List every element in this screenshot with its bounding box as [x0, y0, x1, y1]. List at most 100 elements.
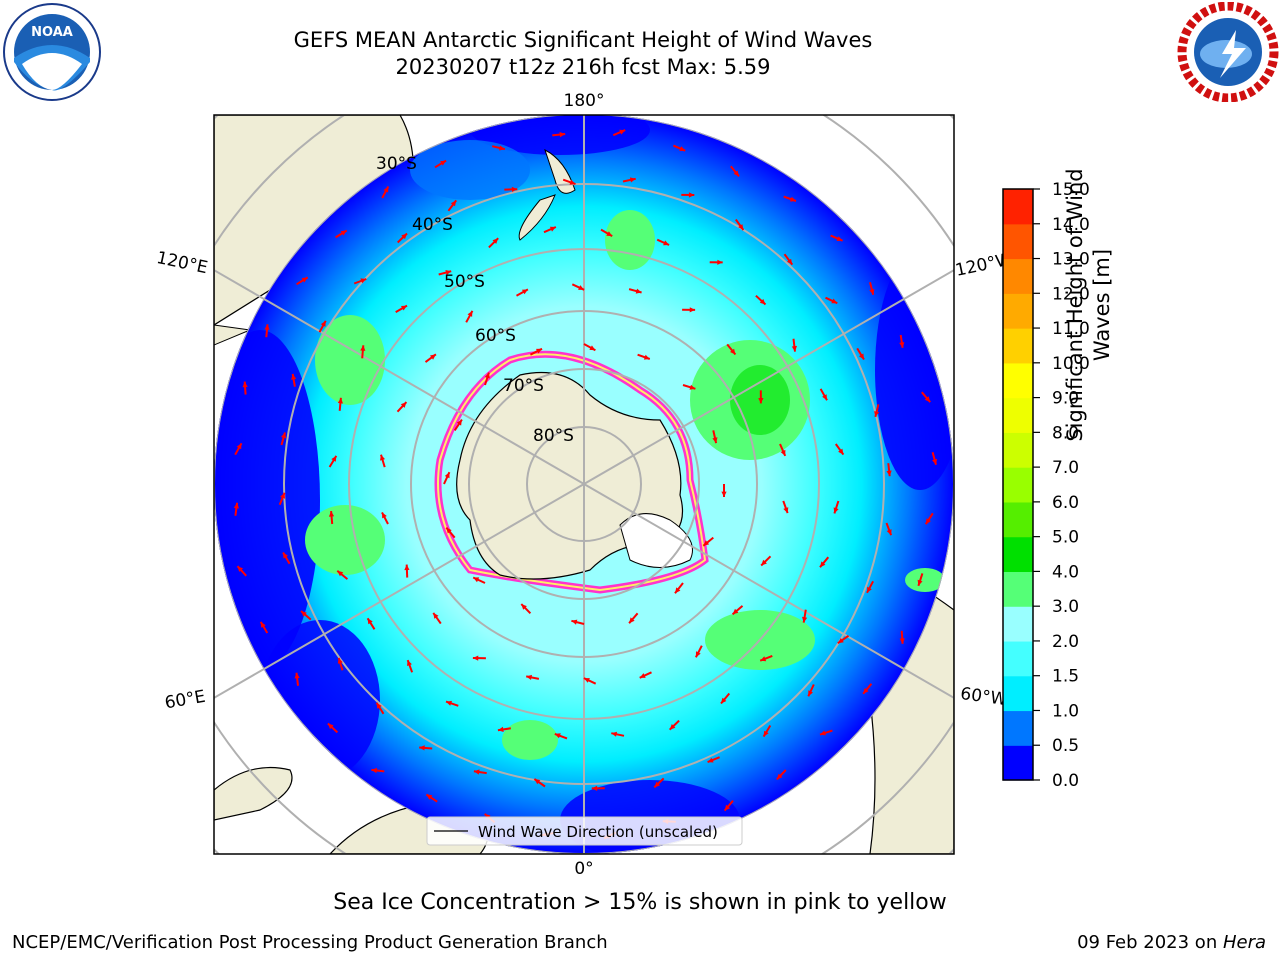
- wave-arrow-head: [917, 579, 923, 586]
- new-zealand: [518, 149, 576, 241]
- wave-arrow-head: [492, 238, 499, 244]
- wave-arrow-head: [521, 289, 528, 295]
- colorbar-band: [1003, 710, 1033, 746]
- wave-arrow-head: [932, 458, 938, 465]
- colorbar-band: [1003, 675, 1033, 712]
- colorbar-tick-label: 12.0: [1052, 284, 1090, 304]
- wave-arrow-head: [886, 529, 892, 536]
- wave-arrow-head: [831, 298, 838, 304]
- wave-arrow-head: [786, 258, 793, 265]
- lat-label-80s: 80°S: [533, 426, 574, 446]
- wave-arrow-head: [521, 604, 527, 610]
- wave-arrow-head: [446, 527, 452, 534]
- wave-arrow-head: [611, 731, 618, 737]
- wave-arrow-head: [925, 518, 931, 525]
- wave-arrow-head: [663, 240, 670, 246]
- lat-label-40s: 40°S: [412, 215, 453, 235]
- wave-arrow-head: [867, 586, 872, 593]
- wave-arrow-head: [761, 559, 767, 566]
- colorbar-tick-label: 7.0: [1052, 458, 1079, 478]
- colorbar-band: [1003, 189, 1033, 225]
- wave-arrow-head: [669, 724, 676, 730]
- wave-arrow-head: [738, 224, 744, 230]
- wave-arrow-head: [559, 132, 566, 138]
- wave-arrow-head: [337, 657, 343, 664]
- wave-arrow-head: [571, 619, 578, 625]
- wave-arrow-head: [858, 353, 864, 360]
- wave-arrow-head: [606, 231, 613, 237]
- wave-arrow-head: [331, 455, 337, 462]
- wave-arrow-head: [450, 200, 457, 207]
- wave-arrow-head: [236, 443, 242, 450]
- run-stamp: 09 Feb 2023 on Hera: [1077, 932, 1266, 953]
- colorbar-band: [1003, 362, 1033, 399]
- wave-arrow-head: [554, 733, 561, 739]
- wave-arrow-head: [467, 310, 473, 317]
- wave-arrow-head: [526, 674, 532, 680]
- wave-arrow-head: [472, 655, 479, 661]
- nws-logo: [1177, 2, 1279, 102]
- wave-arrow-head: [233, 502, 239, 509]
- wave-arrow-head: [629, 177, 636, 183]
- wave-arrow-head: [924, 396, 931, 403]
- wave-arrow-head: [802, 616, 808, 623]
- wave-arrow-head: [445, 270, 452, 276]
- colorbar-band: [1003, 745, 1033, 781]
- wave-arrow-head: [371, 767, 377, 774]
- wave-arrow-head: [688, 192, 695, 198]
- wave-arrow-head: [444, 472, 450, 479]
- wave-arrow-head: [776, 773, 783, 780]
- wave-arrow-head: [820, 561, 826, 568]
- colorbar-tick-label: 11.0: [1052, 319, 1090, 339]
- wave-arrow-head: [679, 146, 686, 151]
- colorbar-tick-label: 0.5: [1052, 736, 1079, 756]
- wave-arrow-head: [264, 324, 270, 330]
- colorbar-tick-label: 2.0: [1052, 632, 1079, 652]
- wave-arrow-head: [433, 612, 439, 619]
- wave-arrow-head: [280, 492, 285, 499]
- wave-arrow-head: [763, 730, 769, 737]
- wave-arrow-head: [301, 277, 308, 283]
- wave-arrow-head: [619, 129, 626, 135]
- wave-arrow-head: [281, 432, 287, 439]
- wave-arrow-head: [721, 491, 727, 497]
- chart-subtitle: 20230207 t12z 216h fcst Max: 5.59: [395, 55, 771, 79]
- wave-arrow-head: [760, 656, 767, 662]
- wind-wave-arrows: [233, 129, 938, 840]
- legend-label: Wind Wave Direction (unscaled): [478, 823, 718, 841]
- colorbar-band: [1003, 501, 1033, 538]
- wave-arrow-head: [730, 348, 736, 355]
- colorbar-tick-label: 0.0: [1052, 771, 1079, 790]
- wave-arrow-head: [337, 570, 344, 577]
- svg-text:NOAA: NOAA: [31, 25, 73, 40]
- wave-arrow-head: [301, 611, 307, 617]
- wave-arrow-head: [484, 372, 490, 379]
- colorbar-tick-label: 3.0: [1052, 597, 1079, 617]
- wave-arrow-head: [695, 651, 701, 658]
- wave-arrow-head: [242, 381, 248, 388]
- wave-arrow-head: [404, 564, 410, 571]
- colorbar-tick-label: 5.0: [1052, 528, 1079, 548]
- wave-arrow-head: [629, 617, 635, 624]
- wave-arrow-head: [360, 278, 367, 284]
- wave-arrow-head: [721, 697, 727, 704]
- wave-arrow-head: [327, 723, 334, 730]
- wave-arrow-head: [446, 700, 452, 706]
- wave-arrow-head: [837, 638, 844, 644]
- colorbar-band: [1003, 467, 1033, 503]
- sea-ice-note: Sea Ice Concentration > 15% is shown in …: [333, 890, 947, 915]
- lon-label-0: 0°: [574, 859, 593, 879]
- wave-arrow-head: [733, 170, 739, 177]
- colorbar-label: Significant Height of Wind Waves [m]: [1063, 168, 1114, 442]
- wave-arrow-head: [836, 236, 843, 241]
- colorbar-band: [1003, 397, 1033, 433]
- colorbar-tick-label: 1.5: [1052, 667, 1079, 687]
- wave-arrow-head: [328, 511, 335, 517]
- colorbar-tick-label: 8.0: [1052, 423, 1079, 443]
- colorbar: 15.0 14.0 13.0 12.0 11.0 10.0 9.0 8.0 7.0 6.0 5.0 4…: [1002, 180, 1090, 790]
- wave-arrow-head: [820, 730, 826, 736]
- lat-label-50s: 50°S: [444, 272, 485, 292]
- wave-arrow-head: [380, 454, 385, 461]
- lat-label-60s: 60°S: [475, 326, 516, 346]
- wave-arrow-head: [360, 345, 366, 351]
